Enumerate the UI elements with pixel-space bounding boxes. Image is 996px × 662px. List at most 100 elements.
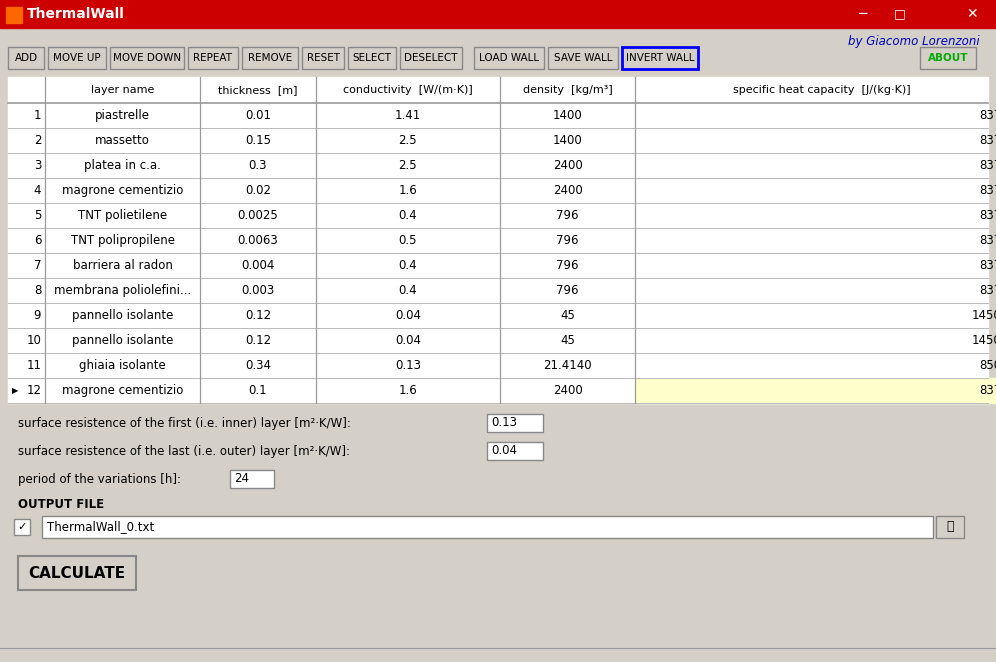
Text: platea in c.a.: platea in c.a. <box>85 159 161 172</box>
FancyBboxPatch shape <box>622 47 698 69</box>
Text: 3: 3 <box>34 159 41 172</box>
Text: magrone cementizio: magrone cementizio <box>62 184 183 197</box>
Text: 1: 1 <box>34 109 41 122</box>
Text: ThermalWall: ThermalWall <box>27 7 124 21</box>
Text: 0.15: 0.15 <box>245 134 271 147</box>
Bar <box>0 0 996 28</box>
Text: 1400: 1400 <box>553 109 583 122</box>
Text: ─: ─ <box>858 7 867 21</box>
Text: 10: 10 <box>26 334 41 347</box>
FancyBboxPatch shape <box>400 47 462 69</box>
FancyBboxPatch shape <box>936 516 964 538</box>
Text: ThermalWall_0.txt: ThermalWall_0.txt <box>47 520 154 534</box>
Text: thickness  [m]: thickness [m] <box>218 85 298 95</box>
Text: 837: 837 <box>979 109 996 122</box>
Text: 796: 796 <box>557 209 579 222</box>
Text: 0.5: 0.5 <box>398 234 417 247</box>
Text: 2400: 2400 <box>553 184 583 197</box>
Text: massetto: massetto <box>96 134 150 147</box>
Text: CALCULATE: CALCULATE <box>29 565 125 581</box>
Text: 1.41: 1.41 <box>394 109 421 122</box>
Text: specific heat capacity  [J/(kg·K)]: specific heat capacity [J/(kg·K)] <box>733 85 910 95</box>
FancyBboxPatch shape <box>242 47 298 69</box>
Text: □: □ <box>894 7 906 21</box>
Text: ghiaia isolante: ghiaia isolante <box>80 359 166 372</box>
Bar <box>8 77 988 403</box>
Text: TNT polipropilene: TNT polipropilene <box>71 234 174 247</box>
Text: 796: 796 <box>557 284 579 297</box>
Text: layer name: layer name <box>91 85 154 95</box>
FancyBboxPatch shape <box>920 47 976 69</box>
Text: MOVE DOWN: MOVE DOWN <box>113 53 181 63</box>
Text: magrone cementizio: magrone cementizio <box>62 384 183 397</box>
Text: 11: 11 <box>26 359 41 372</box>
Text: 837: 837 <box>979 209 996 222</box>
FancyBboxPatch shape <box>474 47 544 69</box>
Text: INVERT WALL: INVERT WALL <box>625 53 694 63</box>
Text: 24: 24 <box>234 473 249 485</box>
Text: 837: 837 <box>979 234 996 247</box>
FancyBboxPatch shape <box>548 47 618 69</box>
Text: 1.6: 1.6 <box>398 384 417 397</box>
Text: 45: 45 <box>560 309 575 322</box>
FancyBboxPatch shape <box>48 47 106 69</box>
Text: conductivity  [W/(m·K)]: conductivity [W/(m·K)] <box>343 85 473 95</box>
Text: 0.003: 0.003 <box>241 284 275 297</box>
Text: 0.13: 0.13 <box>394 359 421 372</box>
FancyBboxPatch shape <box>302 47 344 69</box>
Text: barriera al radon: barriera al radon <box>73 259 172 272</box>
Text: 850: 850 <box>979 359 996 372</box>
Text: 0.12: 0.12 <box>245 334 271 347</box>
Text: surface resistence of the last (i.e. outer) layer [m²·K/W]:: surface resistence of the last (i.e. out… <box>18 444 350 457</box>
Text: 9: 9 <box>34 309 41 322</box>
Text: 0.12: 0.12 <box>245 309 271 322</box>
Text: 2.5: 2.5 <box>398 134 417 147</box>
Text: ABOUT: ABOUT <box>927 53 968 63</box>
Text: ADD: ADD <box>14 53 38 63</box>
Text: 0.02: 0.02 <box>245 184 271 197</box>
Text: RESET: RESET <box>307 53 340 63</box>
Text: 0.4: 0.4 <box>398 209 417 222</box>
Text: 🗁: 🗁 <box>946 520 954 534</box>
Text: 0.34: 0.34 <box>245 359 271 372</box>
Text: 0.0025: 0.0025 <box>237 209 278 222</box>
Text: 837: 837 <box>979 134 996 147</box>
Text: 1400: 1400 <box>553 134 583 147</box>
FancyBboxPatch shape <box>8 47 44 69</box>
FancyBboxPatch shape <box>487 414 543 432</box>
Text: DESELECT: DESELECT <box>404 53 458 63</box>
Text: 0.04: 0.04 <box>394 309 421 322</box>
Text: 0.01: 0.01 <box>245 109 271 122</box>
Text: 0.04: 0.04 <box>491 444 517 457</box>
Text: 45: 45 <box>560 334 575 347</box>
Text: 1450: 1450 <box>972 334 996 347</box>
Text: SAVE WALL: SAVE WALL <box>554 53 613 63</box>
Text: OUTPUT FILE: OUTPUT FILE <box>18 498 105 512</box>
Text: pannello isolante: pannello isolante <box>72 309 173 322</box>
Text: 7: 7 <box>34 259 41 272</box>
Text: 0.4: 0.4 <box>398 259 417 272</box>
Text: 837: 837 <box>979 384 996 397</box>
Text: piastrelle: piastrelle <box>96 109 150 122</box>
Text: 4: 4 <box>34 184 41 197</box>
Bar <box>8 77 988 403</box>
Text: 21.4140: 21.4140 <box>543 359 592 372</box>
FancyBboxPatch shape <box>487 442 543 460</box>
FancyBboxPatch shape <box>188 47 238 69</box>
Text: 0.13: 0.13 <box>491 416 517 430</box>
Text: by Giacomo Lorenzoni: by Giacomo Lorenzoni <box>849 36 980 48</box>
Text: ✕: ✕ <box>966 7 978 21</box>
Text: 2400: 2400 <box>553 159 583 172</box>
Text: 0.4: 0.4 <box>398 284 417 297</box>
Text: 0.0063: 0.0063 <box>237 234 278 247</box>
Text: 6: 6 <box>34 234 41 247</box>
Text: 796: 796 <box>557 234 579 247</box>
Text: period of the variations [h]:: period of the variations [h]: <box>18 473 181 485</box>
Text: 2400: 2400 <box>553 384 583 397</box>
Text: 12: 12 <box>26 384 41 397</box>
Text: 1450: 1450 <box>972 309 996 322</box>
Text: surface resistence of the first (i.e. inner) layer [m²·K/W]:: surface resistence of the first (i.e. in… <box>18 416 351 430</box>
FancyBboxPatch shape <box>18 556 136 590</box>
Bar <box>635 378 996 403</box>
Text: 8: 8 <box>34 284 41 297</box>
